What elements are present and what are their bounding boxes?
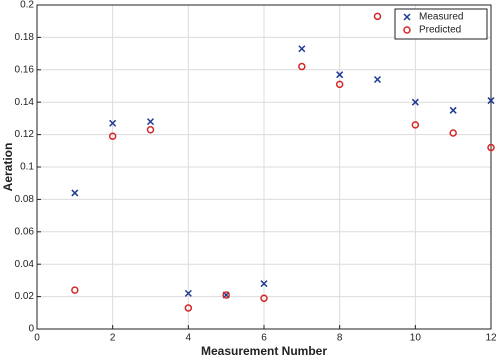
y-tick-label: 0.1 [20,162,34,173]
y-tick-label: 0.08 [15,194,35,205]
y-tick-label: 0.04 [15,259,35,270]
legend-label: Measured [419,12,463,23]
marker-o [260,294,268,302]
marker-o [411,121,420,129]
y-tick-label: 0.16 [15,64,35,75]
marker-o [146,125,155,134]
marker-x [109,119,117,127]
marker-o [335,80,344,89]
x-tick-label: 6 [261,333,267,344]
marker-x [449,106,457,114]
marker-x [71,189,79,197]
legend-label: Predicted [419,25,461,36]
marker-x [411,98,419,106]
x-tick-label: 4 [186,333,192,344]
y-tick-label: 0.06 [15,226,35,237]
y-tick-label: 0.18 [15,32,35,43]
marker-x [298,45,306,53]
marker-x [487,97,495,105]
marker-o [487,143,495,152]
x-tick-label: 8 [337,333,343,344]
marker-o [71,286,79,294]
y-tick-label: 0.2 [20,0,34,11]
marker-x [146,118,155,126]
marker-x [403,13,411,21]
marker-x [336,71,344,79]
marker-x [184,289,192,297]
x-tick-label: 2 [110,333,116,344]
marker-o [298,62,306,71]
marker-o [373,12,382,21]
marker-o [108,132,117,140]
marker-o [403,26,411,34]
marker-x [260,280,268,288]
x-tick-label: 10 [410,333,422,344]
marker-x [373,75,382,84]
marker-o [222,291,230,299]
marker-o [184,304,193,312]
y-tick-label: 0.14 [15,97,35,108]
x-tick-label: 0 [34,333,40,344]
y-axis-title: Aeration [1,143,15,192]
y-tick-label: 0.12 [15,129,35,140]
marker-o [449,129,457,137]
x-tick-label: 12 [485,333,497,344]
x-axis-title: Measurement Number [201,344,327,358]
legend-box [394,8,488,40]
plot-frame [36,4,492,330]
y-tick-label: 0.02 [15,291,35,302]
y-tick-label: 0 [28,324,34,335]
